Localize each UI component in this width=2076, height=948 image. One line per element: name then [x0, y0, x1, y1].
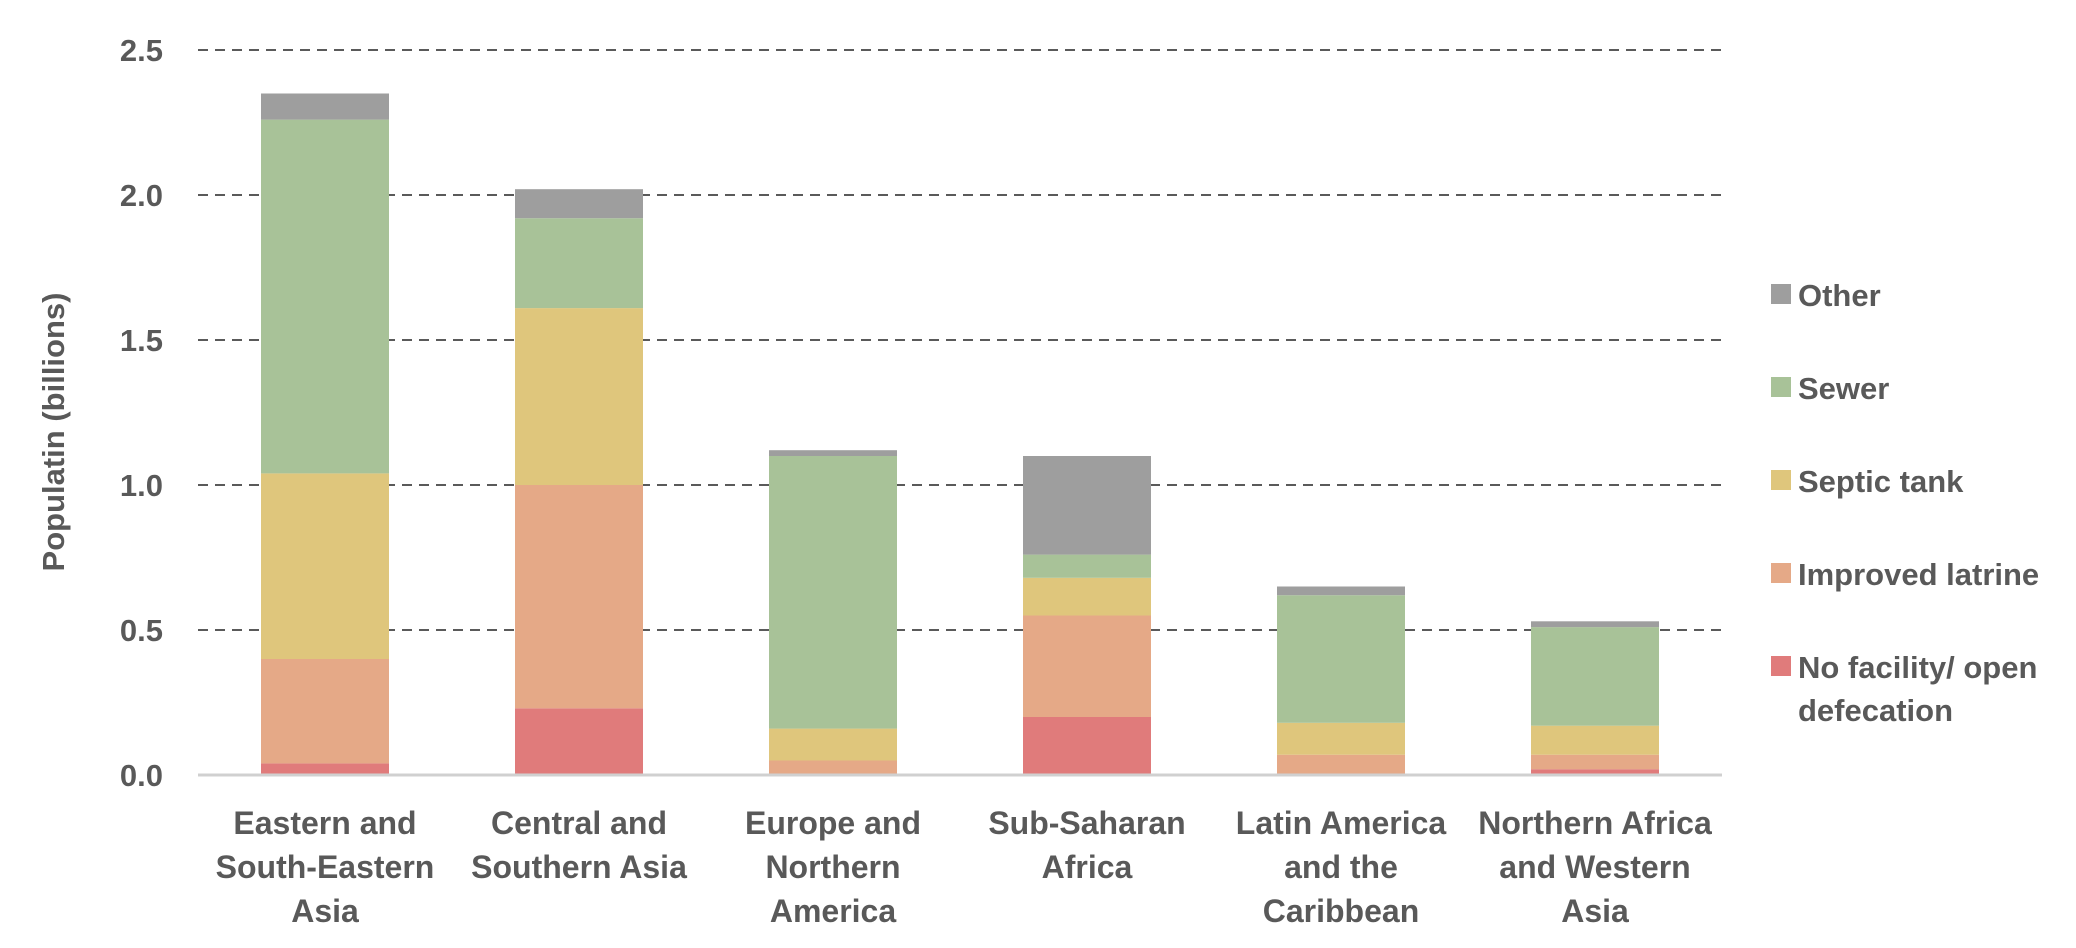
legend-swatch: [1771, 470, 1791, 490]
bar-segment: [261, 119, 389, 474]
bar-segment: [1023, 456, 1151, 555]
bar-segment: [1277, 754, 1405, 775]
bar-segment: [1531, 725, 1659, 755]
bar-segment: [1023, 615, 1151, 717]
bar-segment: [515, 308, 643, 485]
gridlines: [198, 49, 1722, 631]
bar-segment: [1531, 627, 1659, 726]
x-tick-label: Northern Africa: [1478, 805, 1712, 841]
bar-segment: [1277, 722, 1405, 755]
x-tick-label: South-Eastern: [216, 849, 435, 885]
x-tick-label: Africa: [1042, 849, 1133, 885]
legend-label: No facility/ open: [1798, 650, 2037, 685]
legend-label: Sewer: [1798, 371, 1889, 406]
bar-segment: [261, 763, 389, 775]
bar-segment: [1531, 769, 1659, 775]
legend-label: Septic tank: [1798, 464, 1964, 499]
y-tick-label: 0.5: [120, 613, 163, 648]
bars: [261, 93, 1659, 775]
x-tick-label: Europe and: [745, 805, 921, 841]
bar-segment: [1531, 621, 1659, 628]
x-tick-label: Asia: [1561, 893, 1629, 929]
x-tick-label: Eastern and: [233, 805, 416, 841]
x-tick-label: Northern: [765, 849, 900, 885]
bar-segment: [261, 473, 389, 659]
bar-segment: [1023, 577, 1151, 616]
legend-label: defecation: [1798, 693, 1953, 728]
bar-segment: [515, 189, 643, 219]
x-tick-label: and the: [1284, 849, 1398, 885]
legend-label: Improved latrine: [1798, 557, 2039, 592]
x-tick-label: and Western: [1499, 849, 1690, 885]
y-tick-label: 1.5: [120, 323, 163, 358]
legend-label: Other: [1798, 278, 1881, 313]
bar-segment: [769, 450, 897, 456]
x-tick-label: America: [770, 893, 897, 929]
bar-segment: [261, 93, 389, 120]
y-tick-label: 2.5: [120, 33, 163, 68]
legend-swatch: [1771, 284, 1791, 304]
x-tick-label: Caribbean: [1263, 893, 1419, 929]
bar-segment: [515, 218, 643, 309]
y-tick-label: 0.0: [120, 758, 163, 793]
bar-segment: [769, 760, 897, 775]
bar-segment: [769, 456, 897, 729]
legend-swatch: [1771, 563, 1791, 583]
bar-segment: [1023, 554, 1151, 578]
axes: 0.0 0.5 1.0 1.5 2.0 2.5 Eastern and South-Easte…: [120, 33, 1722, 929]
bar-segment: [1531, 754, 1659, 770]
bar-segment: [1277, 595, 1405, 723]
y-tick-label: 1.0: [120, 468, 163, 503]
legend-swatch: [1771, 656, 1791, 676]
bar-segment: [261, 659, 389, 764]
x-tick-label: Asia: [291, 893, 359, 929]
legend-swatch: [1771, 377, 1791, 397]
bar-segment: [515, 485, 643, 709]
x-tick-label: Southern Asia: [471, 849, 687, 885]
y-tick-label: 2.0: [120, 178, 163, 213]
bar-segment: [1277, 586, 1405, 596]
bar-segment: [769, 728, 897, 761]
bar-segment: [515, 708, 643, 775]
y-axis-title: Populatin (billions): [36, 293, 71, 572]
x-tick-label: Central and: [491, 805, 667, 841]
legend: Other Sewer Septic tank Improved latrine No …: [1771, 278, 2039, 728]
x-tick-label: Sub-Saharan: [988, 805, 1185, 841]
bar-segment: [1023, 717, 1151, 775]
x-tick-label: Latin America: [1236, 805, 1447, 841]
